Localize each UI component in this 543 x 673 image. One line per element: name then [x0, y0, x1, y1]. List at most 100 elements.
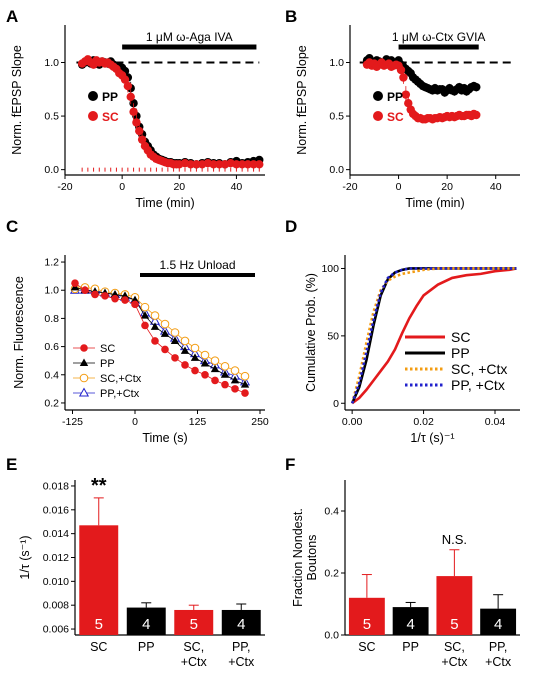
panel-c-point-sc-ctx — [230, 366, 240, 375]
panel-a-point-sc — [129, 107, 138, 116]
panel-e-category-label: SC, — [183, 640, 204, 654]
panel-e-n-label: 5 — [190, 616, 198, 633]
panel-c-point-sc — [81, 286, 89, 295]
panel-c-y-tick-label: 0.2 — [44, 397, 59, 409]
panel-c-point-pp — [220, 370, 230, 378]
panel-b-y-axis-label: Norm. fEPSP Slope — [295, 45, 309, 155]
panel-a-legend-label: SC — [102, 110, 119, 124]
panel-f-y-axis-label: Fraction Nondest. — [291, 508, 305, 607]
panel-c-point-pp — [140, 311, 150, 319]
panel-d-y-tick-label: 50 — [327, 330, 339, 342]
panel-c-point-sc — [151, 337, 159, 345]
panel-c-line-pp — [74, 287, 246, 386]
panel-c-y-tick-label: 1.2 — [44, 257, 59, 269]
panel-c-point-sc-ctx — [140, 302, 150, 312]
panel-f-n-label: 4 — [406, 616, 414, 633]
panel-b-legend-label: PP — [387, 90, 403, 104]
panel-e-bar — [79, 525, 119, 635]
panel-c-point-sc — [91, 290, 99, 299]
panel-f-category-label: +Ctx — [441, 655, 468, 669]
panel-c-legend-label: PP — [100, 358, 115, 370]
panel-c-point-sc-ctx — [170, 328, 180, 337]
panel-c-y-tick-label: 1.0 — [44, 285, 59, 297]
panel-e-category-label: PP — [138, 640, 155, 654]
panel-a-y-tick-label: 1.0 — [44, 57, 59, 69]
panel-a-y-axis-label: Norm. fEPSP Slope — [10, 45, 24, 155]
panel-d-legend-label: PP, +Ctx — [451, 377, 505, 393]
panel-e-y-tick-label: 0.010 — [43, 576, 69, 588]
panel-e-category-label: SC — [90, 640, 107, 654]
panel-c-point-sc — [121, 296, 129, 304]
panel-f-n-label: 5 — [450, 616, 458, 633]
panel-c-point-sc — [171, 354, 179, 362]
panel-c-y-tick-label: 0.6 — [44, 341, 59, 353]
panel-b-x-tick-label: -20 — [342, 181, 357, 193]
panel-c-legend-marker-sc-ctx — [79, 373, 89, 383]
panel-c-x-tick-label: 125 — [189, 416, 207, 428]
panel-d-y-tick-label: 0 — [333, 398, 339, 410]
panel-a-legend-marker-pp — [88, 91, 98, 101]
panel-a-point-sc — [137, 135, 147, 144]
panel-b-y-tick-label: 0.0 — [329, 164, 344, 176]
panel-c-point-pp — [160, 329, 170, 337]
panel-c-y-tick-label: 0.8 — [44, 313, 59, 325]
panel-f-bar — [348, 597, 385, 635]
panel-c-point-sc — [181, 361, 189, 369]
panel-b-drug-label: 1 μM ω-Ctx GVIA — [392, 30, 486, 44]
panel-f-bar — [392, 607, 429, 635]
panel-c-x-tick-label: 0 — [132, 416, 138, 428]
panel-c-point-sc — [71, 279, 79, 287]
panel-c-x-axis-label: Time (s) — [142, 431, 187, 445]
panel-a-point-sc — [120, 75, 130, 84]
panel-c-legend-label: SC,+Ctx — [100, 373, 142, 385]
panel-letter-a: A — [6, 7, 18, 26]
panel-c-point-pp — [190, 353, 200, 361]
panel-d-curve-sc — [351, 267, 517, 405]
panel-c-legend-marker-pp-ctx — [78, 387, 90, 397]
panel-d-x-tick-label: 0.02 — [413, 416, 434, 428]
panel-c-point-pp — [210, 364, 220, 373]
panel-e-n-label: 4 — [237, 616, 245, 633]
panel-b-legend-marker-pp — [373, 91, 383, 101]
panel-c-point-sc-ctx — [210, 356, 220, 365]
panel-c-point-sc — [221, 380, 229, 389]
panel-b-legend-marker-sc — [373, 111, 383, 121]
panel-f-n-label: 5 — [363, 616, 371, 633]
panel-a-x-tick-label: 20 — [173, 181, 185, 193]
panel-e-n-label: 5 — [95, 616, 103, 633]
panel-b-y-tick-label: 0.5 — [329, 111, 344, 123]
panel-c-legend-marker-pp — [79, 358, 89, 366]
panel-a-y-tick-label: 0.0 — [44, 164, 59, 176]
panel-f-category-label: SC, — [444, 640, 465, 654]
panel-f-category-label: PP, — [489, 640, 508, 654]
panel-e: E 0.006 0.008 0.010 0.012 0.014 0.016 0.018 1/τ … — [6, 455, 265, 669]
panel-d-x-axis-label: 1/τ (s)⁻¹ — [410, 431, 454, 445]
panel-f-significance-label: N.S. — [442, 532, 467, 547]
panel-c-point-sc — [111, 294, 119, 303]
panel-c-point-pp — [200, 359, 210, 367]
panel-letter-f: F — [285, 455, 295, 474]
panel-d-curve-pp-ctx — [350, 267, 517, 404]
panel-a-point-sc — [135, 126, 144, 136]
panel-c-x-tick-label: -125 — [62, 416, 83, 428]
panel-c-point-pp — [230, 375, 240, 384]
panel-d-legend-label: SC — [451, 329, 470, 345]
panel-a-x-axis-label: Time (min) — [135, 196, 194, 210]
panel-e-category-label: +Ctx — [181, 655, 208, 669]
panel-f-n-label: 4 — [494, 616, 502, 633]
panel-c-point-sc — [161, 345, 169, 354]
panel-a-point-sc — [132, 118, 141, 127]
panel-c-point-sc-ctx — [190, 343, 200, 353]
panel-e-category-label: PP, — [232, 640, 251, 654]
panel-d-y-axis-label: Cumulative Prob. (%) — [304, 273, 318, 392]
panel-f-y-axis-label: Boutons — [305, 535, 319, 581]
panel-d-x-tick-label: 0.04 — [485, 416, 506, 428]
panel-a-point-sc — [126, 92, 135, 101]
panel-d-y-tick-label: 100 — [321, 263, 339, 275]
panel-b-x-tick-label: 0 — [396, 181, 402, 193]
panel-a-drug-label: 1 μM ω-Aga IVA — [146, 30, 233, 44]
panel-c-y-tick-label: 0.4 — [44, 369, 59, 381]
panel-c: C 0.2 0.4 0.6 0.8 1.0 1.2 -125 0 125 250 Norm. Fluo… — [6, 217, 269, 445]
panel-c-legend-label: PP,+Ctx — [100, 388, 140, 400]
panel-a-legend-label: PP — [102, 90, 118, 104]
